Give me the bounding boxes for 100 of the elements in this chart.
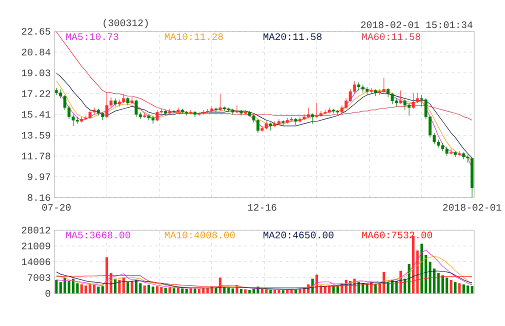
- bar: [139, 283, 142, 294]
- y-tick-label: 17.22: [22, 90, 50, 97]
- bar: [64, 278, 66, 294]
- candlestick: [218, 94, 222, 112]
- bar: [332, 286, 335, 294]
- bar: [470, 286, 474, 294]
- bar: [55, 280, 58, 294]
- bar: [88, 284, 92, 294]
- candlestick: [332, 108, 336, 114]
- bar: [420, 244, 423, 294]
- candlestick: [256, 118, 260, 134]
- bar: [273, 290, 276, 294]
- bar: [336, 286, 340, 294]
- y-tick-label: 8.16: [28, 194, 50, 201]
- bar: [148, 284, 150, 294]
- y-tick-label: 15.41: [22, 111, 50, 118]
- candlestick: [134, 99, 138, 118]
- bar: [72, 278, 75, 294]
- bar: [441, 275, 444, 294]
- bar: [386, 282, 390, 294]
- bar: [68, 280, 70, 294]
- bar: [282, 290, 284, 294]
- bar: [231, 288, 234, 294]
- bar: [156, 286, 158, 294]
- bar: [202, 288, 205, 294]
- candlestick: [390, 92, 394, 104]
- bar: [227, 288, 230, 294]
- candlestick: [105, 92, 108, 118]
- bar: [466, 285, 470, 294]
- bar: [450, 280, 452, 294]
- text: MA60:11.58: [362, 33, 420, 40]
- bar: [252, 288, 256, 294]
- bar: [181, 288, 184, 294]
- candlestick: [269, 122, 272, 131]
- text: 2018-02-01 15:01:34: [361, 21, 472, 28]
- bar: [97, 286, 100, 294]
- y-tick-label: 9.97: [28, 173, 50, 180]
- candlestick: [386, 88, 390, 98]
- bar: [248, 290, 251, 294]
- bar: [454, 282, 457, 294]
- candlestick: [382, 77, 386, 93]
- bar: [458, 283, 461, 294]
- candlestick: [458, 150, 461, 156]
- bar: [92, 284, 96, 294]
- candlestick: [412, 92, 415, 110]
- text: MA10:4008.00: [164, 232, 235, 238]
- bar: [269, 290, 272, 294]
- y-tick-label: 22.65: [22, 28, 50, 35]
- bar: [194, 288, 196, 294]
- text: MA60:7532.00: [362, 232, 432, 238]
- bar: [404, 278, 406, 294]
- bar: [462, 284, 465, 294]
- candlestick: [450, 148, 453, 155]
- text: MA5:3668.00: [66, 232, 130, 238]
- bar: [324, 286, 326, 294]
- text: MA5:10.73: [66, 33, 118, 40]
- bar: [84, 285, 88, 294]
- candlestick: [306, 107, 310, 118]
- x-tick-label: 12-16: [248, 204, 276, 211]
- y-tick-label: 0: [46, 290, 50, 297]
- bar: [223, 287, 226, 294]
- bar: [244, 289, 247, 294]
- bar: [126, 282, 130, 294]
- y-tick-label: 28012: [22, 226, 50, 234]
- bar: [198, 288, 200, 294]
- text: MA20:11.58: [264, 33, 322, 40]
- candlestick: [315, 102, 318, 118]
- text: MA10:11.28: [164, 33, 223, 40]
- bar: [185, 288, 188, 294]
- bar: [168, 288, 172, 294]
- bar: [130, 280, 134, 294]
- y-tick-label: 7003: [28, 274, 50, 281]
- y-tick-label: 21009: [22, 242, 50, 250]
- y-tick-label: 20.84: [22, 48, 50, 56]
- x-tick-label: 07-20: [42, 204, 71, 211]
- bar: [240, 288, 242, 294]
- y-tick-label: 19.03: [22, 69, 50, 76]
- bar: [122, 278, 125, 294]
- candlestick: [445, 146, 448, 156]
- bar: [366, 284, 368, 294]
- bar: [214, 288, 218, 294]
- bar: [143, 285, 146, 294]
- y-tick-label: 11.78: [22, 152, 50, 160]
- text: MA20:4650.00: [264, 232, 334, 238]
- bar: [118, 280, 121, 294]
- bar: [294, 290, 298, 294]
- bar: [374, 284, 377, 294]
- bar: [428, 262, 432, 294]
- candlestick: [156, 110, 159, 122]
- bar: [101, 286, 104, 294]
- candlestick: [399, 90, 402, 104]
- bar: [114, 278, 116, 294]
- bar: [172, 288, 176, 294]
- y-tick-label: 13.59: [22, 132, 50, 139]
- bar: [446, 278, 448, 294]
- chart-title: (300312): [104, 18, 148, 28]
- y-tick-label: 14006: [22, 258, 50, 266]
- bar: [160, 287, 163, 294]
- bar: [80, 284, 83, 294]
- candlestick: [311, 113, 314, 124]
